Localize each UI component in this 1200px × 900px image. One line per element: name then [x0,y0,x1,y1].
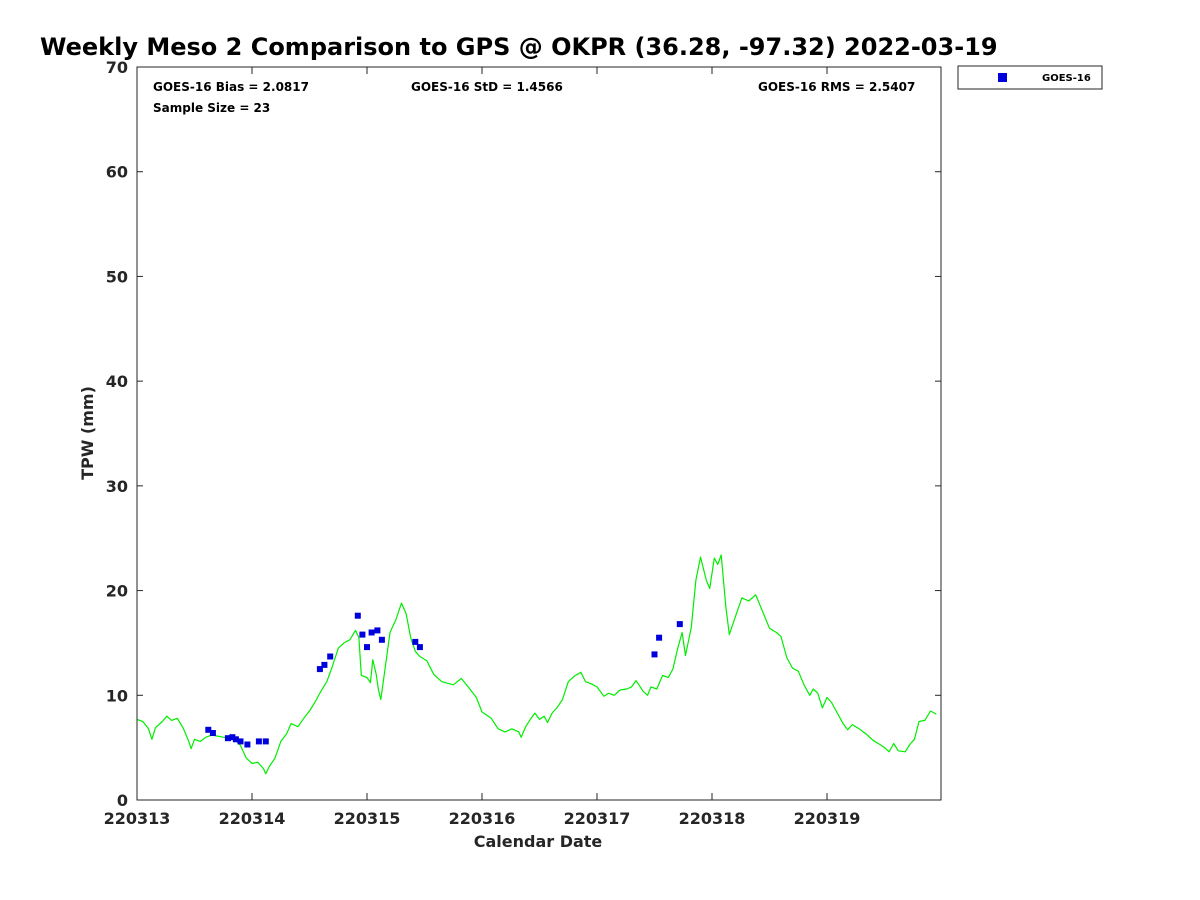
goes-16-point [262,738,269,745]
goes-16-point [416,644,423,651]
goes-16-point [255,738,262,745]
goes-16-point [676,621,683,628]
y-tick-label: 30 [106,477,128,496]
plot-area [137,67,941,800]
y-tick-label: 50 [106,267,128,286]
goes-16-point [209,730,216,736]
goes-16-point [364,644,370,651]
goes-16-point [354,612,361,619]
gps-series-line [136,554,937,775]
x-tick-label: 220314 [219,809,286,828]
x-tick-label: 220316 [449,809,516,828]
y-tick-label: 20 [106,582,128,601]
goes-16-point [232,736,239,743]
y-tick-label: 60 [106,163,128,182]
chart-title: Weekly Meso 2 Comparison to GPS @ OKPR (… [40,33,998,61]
goes-16-point [237,738,244,745]
y-axis-ticks: 0 10 20 30 40 50 60 70 [106,58,941,810]
goes-16-point [378,636,385,643]
goes-16-point [374,627,381,634]
goes-16-point [316,666,323,673]
x-tick-label: 220318 [679,809,746,828]
goes-16-point [656,634,663,641]
x-tick-label: 220317 [564,809,631,828]
goes-16-point [651,651,658,658]
y-tick-label: 70 [106,58,128,77]
goes-16-point [229,734,236,741]
legend-marker-goes-16 [998,73,1007,82]
goes-16-point [327,653,334,660]
goes-16-point [412,638,419,645]
stat-sample-size: Sample Size = 23 [153,101,270,115]
stat-std: GOES-16 StD = 1.4566 [411,80,563,94]
goes-16-point [205,726,212,733]
y-tick-label: 40 [106,372,128,391]
x-axis-ticks: 220313 220314 220315 220316 220317 220318 2203… [104,67,861,828]
goes-16-point [321,661,328,668]
stat-rms: GOES-16 RMS = 2.5407 [758,80,915,94]
y-tick-label: 0 [117,791,128,810]
y-axis-label: TPW (mm) [78,386,97,480]
legend-box [957,65,1103,90]
x-axis-label: Calendar Date [474,832,603,851]
stat-bias: GOES-16 Bias = 2.0817 [153,80,309,94]
x-tick-label: 220315 [334,809,401,828]
goes-16-point [224,735,231,742]
goes-16-point [244,741,251,748]
goes-16-point [359,631,366,638]
legend: GOES-16 [957,65,1103,90]
x-tick-label: 220313 [104,809,171,828]
goes-16-series-group [205,612,683,748]
plot-frame [136,66,942,801]
y-tick-label: 10 [106,686,128,705]
goes-16-point [368,629,375,636]
x-tick-label: 220319 [794,809,861,828]
legend-label-goes-16: GOES-16 [1042,73,1091,84]
gps-series-group [136,554,937,775]
